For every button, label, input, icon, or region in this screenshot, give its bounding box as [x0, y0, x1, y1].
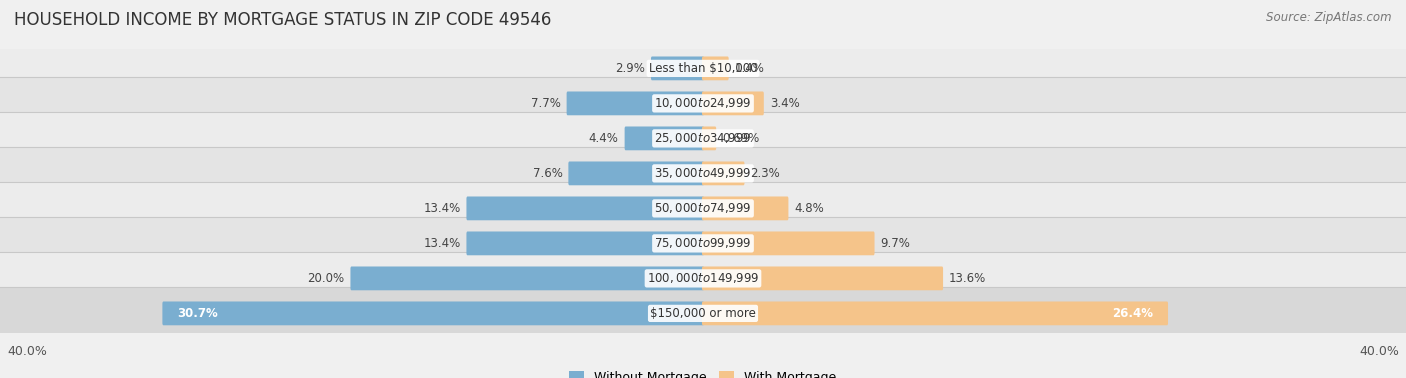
Text: 40.0%: 40.0% [1360, 345, 1399, 358]
FancyBboxPatch shape [651, 56, 704, 80]
Text: $25,000 to $34,999: $25,000 to $34,999 [654, 132, 752, 146]
Text: 9.7%: 9.7% [880, 237, 910, 250]
FancyBboxPatch shape [702, 127, 716, 150]
FancyBboxPatch shape [163, 302, 704, 325]
Text: 2.9%: 2.9% [616, 62, 645, 75]
FancyBboxPatch shape [702, 266, 943, 290]
Text: 0.69%: 0.69% [723, 132, 759, 145]
Text: $75,000 to $99,999: $75,000 to $99,999 [654, 236, 752, 250]
FancyBboxPatch shape [467, 231, 704, 255]
Text: $50,000 to $74,999: $50,000 to $74,999 [654, 201, 752, 215]
Text: 13.6%: 13.6% [949, 272, 986, 285]
Text: $35,000 to $49,999: $35,000 to $49,999 [654, 166, 752, 180]
Text: Source: ZipAtlas.com: Source: ZipAtlas.com [1267, 11, 1392, 24]
Text: 30.7%: 30.7% [177, 307, 218, 320]
Text: 13.4%: 13.4% [423, 237, 461, 250]
FancyBboxPatch shape [0, 288, 1406, 339]
Text: 40.0%: 40.0% [7, 345, 46, 358]
Text: 1.4%: 1.4% [734, 62, 765, 75]
FancyBboxPatch shape [702, 231, 875, 255]
Text: HOUSEHOLD INCOME BY MORTGAGE STATUS IN ZIP CODE 49546: HOUSEHOLD INCOME BY MORTGAGE STATUS IN Z… [14, 11, 551, 29]
FancyBboxPatch shape [702, 56, 728, 80]
Text: 7.6%: 7.6% [533, 167, 562, 180]
FancyBboxPatch shape [467, 197, 704, 220]
FancyBboxPatch shape [568, 161, 704, 185]
Text: 20.0%: 20.0% [308, 272, 344, 285]
FancyBboxPatch shape [0, 147, 1406, 199]
FancyBboxPatch shape [0, 42, 1406, 94]
Text: 26.4%: 26.4% [1112, 307, 1153, 320]
FancyBboxPatch shape [350, 266, 704, 290]
Text: $100,000 to $149,999: $100,000 to $149,999 [647, 271, 759, 285]
Text: 4.4%: 4.4% [589, 132, 619, 145]
FancyBboxPatch shape [0, 183, 1406, 234]
FancyBboxPatch shape [0, 113, 1406, 164]
Text: 3.4%: 3.4% [770, 97, 800, 110]
FancyBboxPatch shape [0, 217, 1406, 269]
FancyBboxPatch shape [0, 253, 1406, 304]
Text: 2.3%: 2.3% [751, 167, 780, 180]
Legend: Without Mortgage, With Mortgage: Without Mortgage, With Mortgage [564, 366, 842, 378]
Text: 4.8%: 4.8% [794, 202, 824, 215]
FancyBboxPatch shape [0, 77, 1406, 129]
FancyBboxPatch shape [702, 161, 745, 185]
Text: 7.7%: 7.7% [531, 97, 561, 110]
FancyBboxPatch shape [702, 302, 1168, 325]
FancyBboxPatch shape [702, 197, 789, 220]
Text: $150,000 or more: $150,000 or more [650, 307, 756, 320]
FancyBboxPatch shape [702, 91, 763, 115]
FancyBboxPatch shape [624, 127, 704, 150]
FancyBboxPatch shape [567, 91, 704, 115]
Text: $10,000 to $24,999: $10,000 to $24,999 [654, 96, 752, 110]
Text: 13.4%: 13.4% [423, 202, 461, 215]
Text: Less than $10,000: Less than $10,000 [648, 62, 758, 75]
